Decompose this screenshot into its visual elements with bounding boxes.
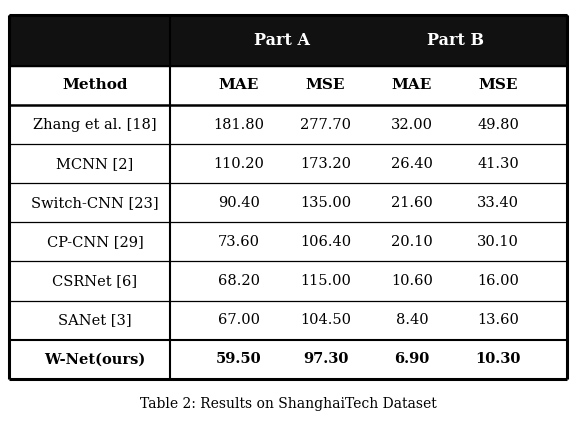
Text: CSRNet [6]: CSRNet [6]: [52, 274, 138, 288]
Text: 104.50: 104.50: [300, 313, 351, 327]
Text: 67.00: 67.00: [218, 313, 260, 327]
Text: 16.00: 16.00: [478, 274, 519, 288]
Text: 106.40: 106.40: [300, 235, 351, 249]
Text: 277.70: 277.70: [300, 118, 351, 131]
Text: 32.00: 32.00: [391, 118, 433, 131]
Text: 90.40: 90.40: [218, 196, 260, 210]
Text: 97.30: 97.30: [303, 352, 348, 366]
Text: 68.20: 68.20: [218, 274, 260, 288]
Text: 173.20: 173.20: [300, 157, 351, 171]
Text: 21.60: 21.60: [391, 196, 433, 210]
Text: MAE: MAE: [219, 78, 259, 92]
Text: MCNN [2]: MCNN [2]: [56, 157, 134, 171]
Text: Switch-CNN [23]: Switch-CNN [23]: [31, 196, 159, 210]
Text: 73.60: 73.60: [218, 235, 260, 249]
Text: SANet [3]: SANet [3]: [58, 313, 132, 327]
Text: Table 2: Results on ShanghaiTech Dataset: Table 2: Results on ShanghaiTech Dataset: [139, 398, 437, 411]
Text: MSE: MSE: [306, 78, 345, 92]
Text: 181.80: 181.80: [214, 118, 264, 131]
Text: MSE: MSE: [479, 78, 518, 92]
Text: MAE: MAE: [392, 78, 432, 92]
Text: 20.10: 20.10: [391, 235, 433, 249]
Text: 8.40: 8.40: [396, 313, 428, 327]
Text: Part A: Part A: [254, 32, 310, 49]
Text: 135.00: 135.00: [300, 196, 351, 210]
Text: 115.00: 115.00: [300, 274, 351, 288]
Text: 26.40: 26.40: [391, 157, 433, 171]
Text: 110.20: 110.20: [214, 157, 264, 171]
Text: 10.60: 10.60: [391, 274, 433, 288]
Text: 30.10: 30.10: [478, 235, 519, 249]
Text: 41.30: 41.30: [478, 157, 519, 171]
Text: Part B: Part B: [427, 32, 483, 49]
Text: 10.30: 10.30: [476, 352, 521, 366]
Text: 49.80: 49.80: [478, 118, 519, 131]
Text: 13.60: 13.60: [478, 313, 519, 327]
Text: 59.50: 59.50: [216, 352, 262, 366]
Text: Method: Method: [62, 78, 128, 92]
Text: 6.90: 6.90: [394, 352, 430, 366]
Text: 33.40: 33.40: [478, 196, 519, 210]
Text: W-Net(ours): W-Net(ours): [44, 352, 146, 366]
Text: CP-CNN [29]: CP-CNN [29]: [47, 235, 143, 249]
Text: Zhang et al. [18]: Zhang et al. [18]: [33, 118, 157, 131]
